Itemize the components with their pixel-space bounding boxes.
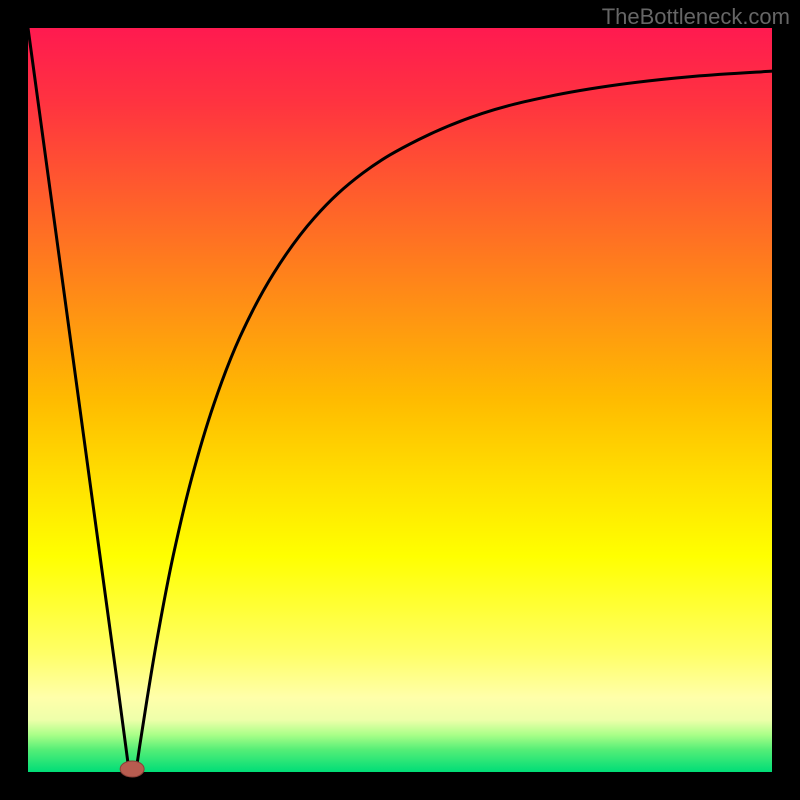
watermark-text: TheBottleneck.com [602,4,790,30]
plot-background [28,28,772,772]
chart-container: TheBottleneck.com [0,0,800,800]
curve-minimum-marker [120,761,144,777]
chart-svg [0,0,800,800]
